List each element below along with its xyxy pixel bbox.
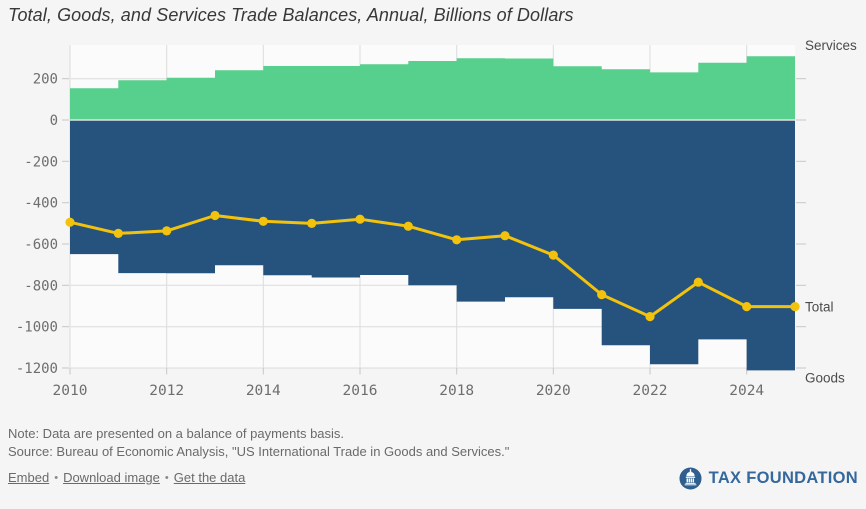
trade-balance-chart: 200 0 -200 -400 -600 -800 -1000 -1200 2010 2012 20… — [16, 38, 857, 399]
total-marker — [693, 277, 703, 287]
total-marker — [258, 216, 268, 226]
total-marker — [790, 302, 800, 312]
x-tick-label: 2022 — [633, 383, 668, 399]
goods-area — [70, 120, 795, 371]
chart-source: Source: Bureau of Economic Analysis, "US… — [8, 444, 510, 459]
logo-text: TAX FOUNDATION — [708, 469, 858, 487]
y-tick-label: -800 — [24, 278, 58, 294]
total-marker — [645, 312, 655, 322]
x-tick-label: 2014 — [246, 383, 281, 399]
embed-link[interactable]: Embed — [8, 470, 50, 485]
y-tick-label: 200 — [33, 72, 58, 88]
link-separator: • — [54, 472, 59, 484]
goods-label: Goods — [805, 370, 845, 385]
y-tick-label: -1000 — [16, 320, 58, 336]
services-label: Services — [805, 38, 857, 53]
y-tick-label: 0 — [50, 113, 58, 129]
capitol-icon — [679, 467, 702, 490]
chart-title: Total, Goods, and Services Trade Balance… — [8, 5, 574, 25]
y-tick-label: -400 — [24, 196, 58, 212]
total-marker — [597, 290, 607, 300]
link-separator: • — [164, 472, 169, 484]
tax-foundation-logo[interactable]: TAX FOUNDATION — [679, 467, 858, 490]
chart-notes: Note: Data are presented on a balance of… — [8, 425, 509, 461]
x-tick-label: 2024 — [729, 383, 764, 399]
get-the-data-link[interactable]: Get the data — [173, 470, 246, 485]
total-marker — [113, 228, 123, 238]
x-tick-label: 2010 — [53, 383, 88, 399]
total-line — [69, 214, 795, 319]
services-area — [70, 56, 795, 120]
x-tick-label: 2020 — [536, 383, 571, 399]
chart-note: Note: Data are presented on a balance of… — [8, 426, 345, 441]
total-marker — [210, 210, 220, 221]
total-marker — [500, 231, 510, 241]
x-tick-label: 2012 — [149, 383, 184, 399]
total-marker — [355, 214, 365, 224]
x-tick-label: 2018 — [439, 383, 474, 399]
y-tick-label: -200 — [24, 154, 58, 170]
download-image-link[interactable]: Download image — [63, 470, 160, 485]
total-marker — [548, 250, 558, 260]
total-marker — [65, 217, 75, 227]
y-tick-label: -600 — [24, 237, 58, 253]
total-marker — [742, 302, 752, 312]
chart-action-links: Embed • Download image • Get the data — [8, 470, 245, 485]
total-label: Total — [805, 300, 834, 315]
x-tick-label: 2016 — [343, 383, 378, 399]
total-marker — [307, 218, 317, 228]
total-marker — [403, 221, 413, 231]
y-tick-label: -1200 — [16, 361, 58, 377]
total-marker — [162, 226, 172, 236]
total-marker — [452, 235, 462, 245]
